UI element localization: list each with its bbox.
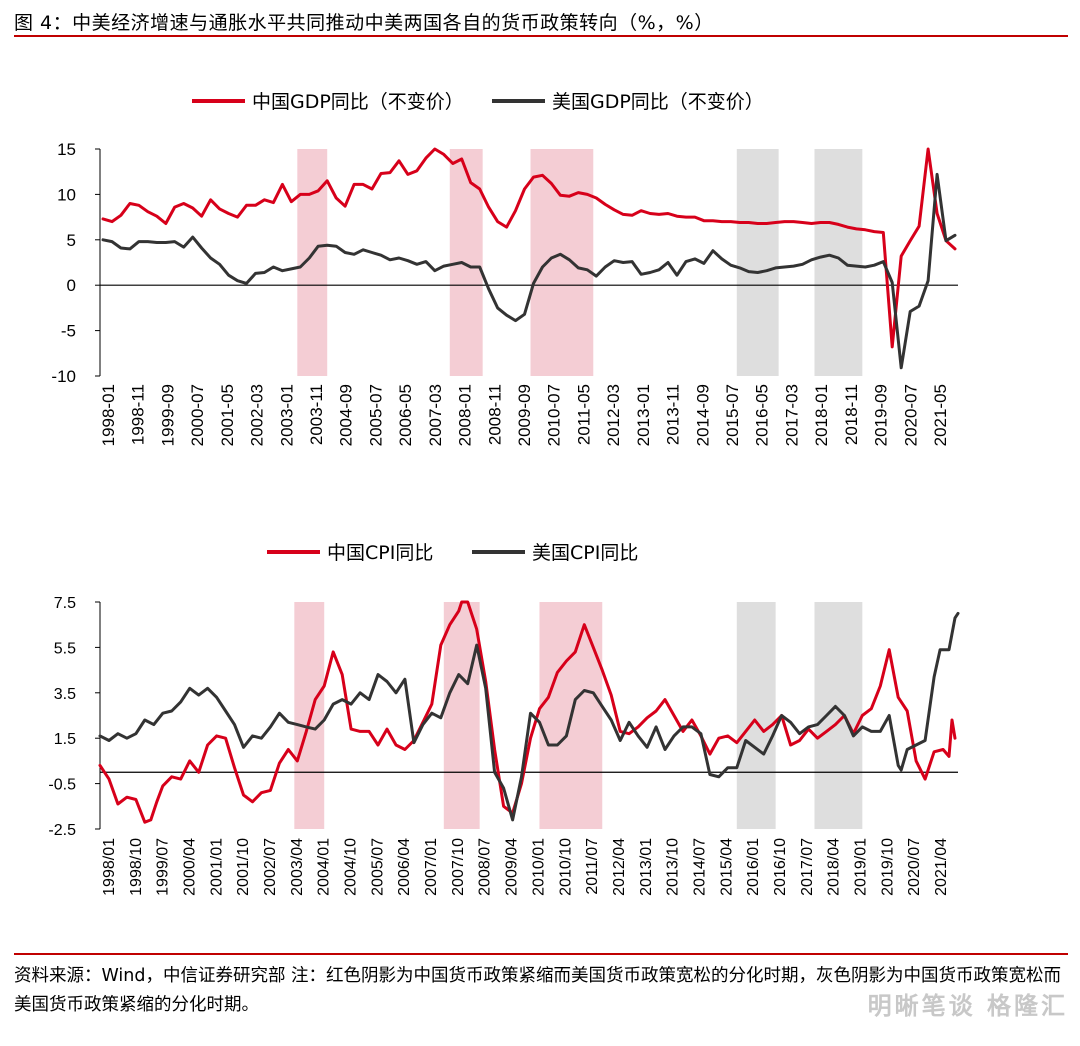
cpi-x-tick-label: 2004/10 (343, 838, 360, 896)
cpi-x-tick-label: 2013/01 (638, 838, 655, 896)
cpi-x-tick-label: 2014/07 (691, 838, 708, 896)
gdp-x-tick-label: 2003-01 (277, 384, 296, 446)
cpi-series-china-line (98, 600, 957, 824)
gdp-x-tick-label: 2017-03 (782, 384, 801, 446)
cpi-x-tick-label: 2013/10 (665, 838, 682, 896)
cpi-x-tick-label: 2016/10 (772, 838, 789, 896)
gdp-y-tick-label: 5 (67, 231, 76, 250)
gdp-x-tick-label: 2006-05 (396, 384, 415, 446)
cpi-x-tick-label: 2017/07 (799, 838, 816, 896)
gdp-x-tick-label: 2020-07 (901, 384, 920, 446)
cpi-x-tick-label: 2020/07 (906, 838, 923, 896)
cpi-legend-label-china: 中国CPI同比 (327, 542, 433, 564)
watermark: 明晰笔谈 格隆汇 (867, 992, 1068, 1020)
gdp-x-tick-label: 2016-05 (753, 384, 772, 446)
gdp-x-tick-label: 2004-09 (337, 384, 356, 446)
cpi-shaded-period-gray-4 (814, 602, 863, 829)
gdp-x-tick-label: 2015-07 (723, 384, 742, 446)
cpi-x-tick-label: 2008/07 (477, 838, 494, 896)
cpi-y-tick-label: 3.5 (54, 686, 76, 703)
gdp-x-tick-label: 2011-05 (574, 384, 593, 445)
gdp-x-tick-label: 2018-01 (812, 384, 831, 446)
gdp-x-tick-label: 2005-07 (366, 384, 385, 446)
gdp-x-tick-label: 2013-11 (664, 384, 683, 445)
title-rule (14, 35, 1068, 37)
cpi-x-tick-label: 2009/04 (504, 838, 521, 896)
cpi-x-tick-label: 2021/04 (933, 838, 950, 896)
cpi-x-tick-label: 2003/04 (289, 838, 306, 896)
gdp-x-tick-label: 2019-09 (872, 384, 891, 446)
cpi-y-tick-label: -0.5 (48, 777, 76, 794)
gdp-shaded-period-gray-3 (736, 149, 779, 376)
cpi-x-tick-label: 2019/10 (879, 838, 896, 896)
cpi-x-tick-label: 2015/04 (718, 838, 735, 896)
gdp-y-tick-label: -5 (61, 322, 76, 341)
cpi-x-tick-label: 2002/07 (262, 838, 279, 896)
gdp-x-tick-label: 2002-03 (248, 384, 267, 446)
gdp-series-us-line (101, 172, 957, 370)
gdp-x-tick-label: 1998-01 (99, 384, 118, 446)
gdp-x-tick-label: 2018-11 (842, 384, 861, 445)
gdp-shaded-period-gray-4 (814, 149, 863, 376)
cpi-shaded-period-red-1 (443, 602, 480, 829)
source-note: 资料来源：Wind，中信证券研究部 注：红色阴影为中国货币政策紧缩而美国货币政策… (14, 966, 1062, 1015)
gdp-x-tick-label: 2001-05 (218, 384, 237, 446)
cpi-x-tick-label: 2012/04 (611, 838, 628, 896)
cpi-x-tick-label: 1998/10 (128, 838, 145, 896)
gdp-shaded-period-red-2 (530, 149, 594, 376)
cpi-x-tick-label: 2000/04 (182, 838, 199, 896)
figure-title: 图 4：中美经济增速与通胀水平共同推动中美两国各自的货币政策转向（%，%） (14, 12, 714, 34)
gdp-series-china-line (101, 147, 957, 349)
gdp-x-tick-label: 2009-09 (515, 384, 534, 446)
cpi-x-tick-label: 2010/01 (530, 838, 547, 896)
cpi-x-tick-label: 2016/01 (745, 838, 762, 896)
chart-area: 15 10 5 0 -5 -10 1998-01 1998-11 1999-09 2000-07 2… (48, 91, 960, 896)
gdp-x-tick-label: 2007-03 (426, 384, 445, 446)
cpi-x-tick-label: 2011/07 (584, 838, 601, 895)
gdp-y-tick-label: 10 (57, 185, 76, 204)
footer-rule (14, 953, 1068, 955)
cpi-x-tick-label: 2010/10 (557, 838, 574, 896)
gdp-x-tick-label: 2012-03 (604, 384, 623, 446)
gdp-x-tick-label: 2008-11 (485, 384, 504, 445)
gdp-chart-panel: 15 10 5 0 -5 -10 1998-01 1998-11 1999-09 2000-07 2… (51, 91, 958, 446)
gdp-y-tick-label: -10 (51, 367, 76, 386)
gdp-x-tick-label: 2013-01 (634, 384, 653, 446)
cpi-y-tick-label: 7.5 (54, 595, 76, 612)
cpi-x-tick-label: 1998/01 (101, 838, 118, 896)
cpi-series-us-line (98, 611, 960, 822)
gdp-x-tick-label: 2010-07 (545, 384, 564, 446)
cpi-x-tick-label: 1999/07 (155, 838, 172, 896)
cpi-x-tick-label: 2001/10 (235, 838, 252, 896)
gdp-x-tick-label: 1998-11 (129, 384, 148, 445)
cpi-chart-panel: 7.5 5.5 3.5 1.5 -0.5 -2.5 1998/01 1998/10 1999/0… (48, 542, 960, 896)
cpi-legend-label-us: 美国CPI同比 (532, 542, 638, 564)
cpi-y-tick-label: 1.5 (54, 731, 76, 748)
cpi-x-tick-label: 2007/01 (423, 838, 440, 896)
cpi-x-tick-label: 2019/01 (852, 838, 869, 896)
gdp-legend-label-china: 中国GDP同比（不变价） (252, 91, 464, 113)
gdp-x-tick-label: 2000-07 (188, 384, 207, 446)
gdp-shaded-period-red-0 (297, 149, 328, 376)
gdp-y-tick-label: 15 (57, 140, 76, 159)
gdp-x-tick-label: 2014-09 (693, 384, 712, 446)
cpi-x-tick-label: 2004/01 (316, 838, 333, 896)
gdp-x-tick-label: 2021-05 (931, 384, 950, 446)
gdp-x-tick-label: 1999-09 (158, 384, 177, 446)
gdp-y-tick-label: 0 (67, 276, 76, 295)
cpi-x-tick-label: 2006/04 (396, 838, 413, 896)
cpi-y-tick-label: 5.5 (54, 640, 76, 657)
gdp-x-tick-label: 2008-01 (456, 384, 475, 446)
cpi-x-tick-label: 2001/01 (208, 838, 225, 896)
cpi-y-tick-label: -2.5 (48, 822, 76, 839)
gdp-x-tick-label: 2003-11 (307, 384, 326, 445)
cpi-x-tick-label: 2018/04 (826, 838, 843, 896)
cpi-x-tick-label: 2007/10 (450, 838, 467, 896)
cpi-shaded-period-gray-3 (736, 602, 776, 829)
cpi-x-tick-label: 2005/07 (369, 838, 386, 896)
gdp-legend-label-us: 美国GDP同比（不变价） (552, 91, 764, 113)
